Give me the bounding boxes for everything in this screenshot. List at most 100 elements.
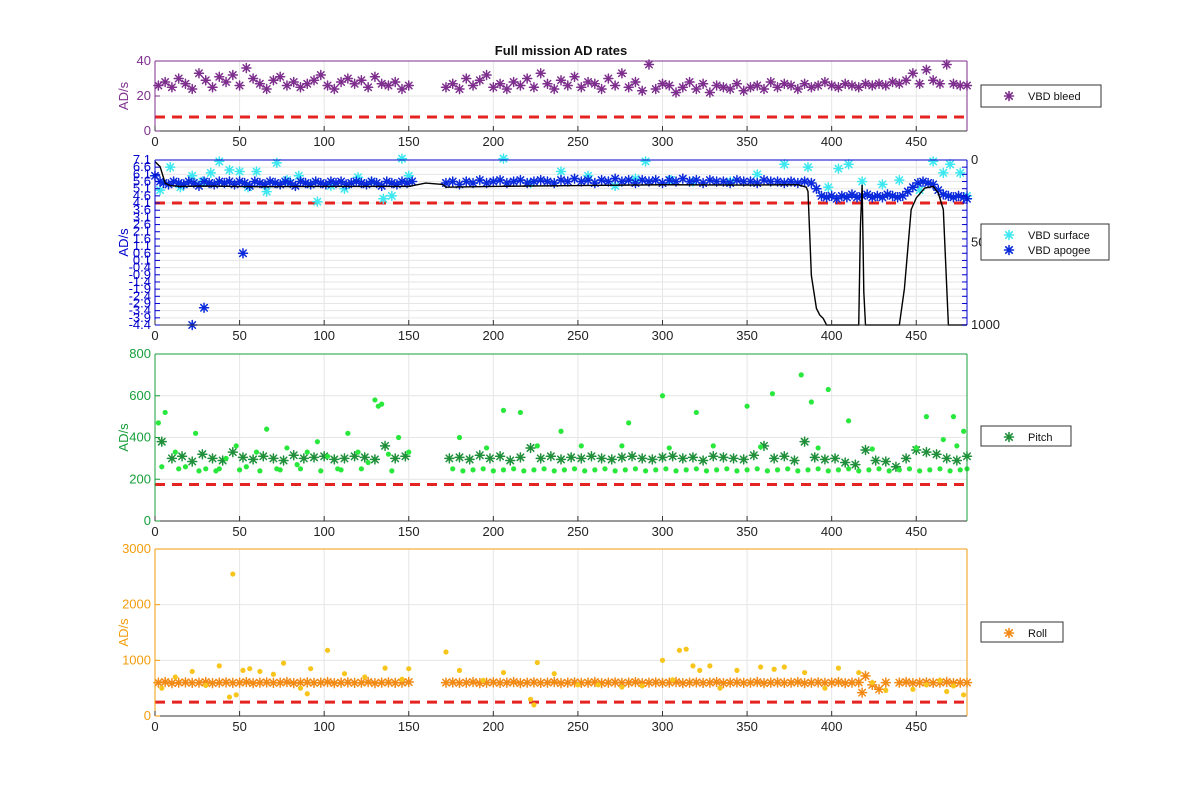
data-point (954, 677, 966, 688)
data-point (527, 696, 534, 702)
data-point (802, 161, 814, 173)
data-point (322, 80, 333, 91)
data-point (159, 464, 165, 470)
data-point (677, 173, 689, 184)
data-point (555, 75, 567, 86)
data-point (751, 177, 763, 189)
x-tick-label: 450 (905, 719, 927, 734)
data-point (494, 677, 506, 689)
x-tick-label: 50 (232, 328, 246, 343)
data-point (224, 164, 235, 176)
data-point (576, 453, 587, 464)
data-point (310, 176, 321, 187)
data-point (792, 177, 804, 189)
data-point (474, 677, 486, 689)
data-point (154, 176, 166, 187)
data-point (833, 82, 844, 93)
data-point (718, 452, 729, 463)
panel-vbd-axes: 0 50 100 150 200 250 300 350 400 450 7.16.66.15.65… (116, 152, 1000, 343)
data-point (636, 453, 648, 464)
data-point (873, 684, 885, 695)
data-point (534, 659, 540, 666)
data-point (454, 83, 465, 95)
data-point (268, 453, 279, 464)
data-point (198, 302, 210, 314)
data-point (155, 420, 161, 426)
data-point (189, 668, 195, 675)
data-point (693, 409, 699, 416)
data-point (158, 177, 169, 189)
data-point (616, 677, 628, 689)
data-point (173, 177, 184, 189)
data-point (900, 676, 912, 688)
data-point (833, 676, 844, 688)
data-point (815, 466, 821, 472)
figure-title: Full mission AD rates (495, 43, 627, 58)
data-point (823, 182, 834, 193)
data-point (467, 80, 479, 91)
data-point (846, 189, 858, 200)
y-tick-label: 1000 (122, 652, 151, 667)
data-point (691, 677, 702, 688)
data-point (853, 82, 864, 93)
data-point (481, 677, 492, 688)
data-point (643, 677, 655, 688)
data-point (724, 466, 730, 472)
data-point (562, 176, 574, 187)
data-point (264, 176, 276, 187)
data-point (907, 677, 919, 689)
data-point (335, 677, 347, 688)
data-point (562, 677, 574, 688)
data-point (389, 76, 401, 88)
panel-pitch-legend: Pitch (980, 425, 1072, 447)
data-point (443, 649, 449, 655)
data-point (642, 468, 649, 474)
data-point (799, 436, 810, 447)
data-point (896, 467, 902, 473)
x-tick-label: 100 (313, 328, 335, 343)
data-point (542, 677, 553, 688)
y-tick-label: -1.4 (129, 274, 151, 289)
data-point (521, 677, 533, 688)
data-point (751, 676, 763, 688)
data-point (779, 159, 790, 170)
data-point (356, 75, 367, 86)
data-point (542, 176, 553, 187)
data-point (239, 177, 250, 189)
data-point (779, 677, 790, 689)
data-point (866, 467, 872, 473)
series-vbd-2 (154, 161, 967, 326)
data-point (253, 449, 260, 455)
data-point (196, 468, 202, 474)
data-point (609, 80, 621, 91)
data-point (241, 62, 252, 74)
data-point (711, 80, 722, 91)
data-point (880, 80, 892, 91)
data-point (950, 683, 957, 689)
data-point (576, 176, 587, 187)
data-point (168, 176, 179, 187)
data-point (396, 176, 408, 187)
data-point (315, 69, 327, 81)
data-point (758, 677, 770, 689)
data-point (205, 167, 217, 179)
data-point (748, 449, 760, 461)
data-point (812, 677, 824, 688)
data-point (362, 674, 368, 680)
data-point (717, 685, 723, 691)
data-point (508, 176, 519, 187)
data-point (342, 677, 354, 688)
data-point (708, 451, 719, 462)
legend-marker (1003, 627, 1015, 639)
data-point (183, 176, 195, 187)
data-point (481, 177, 492, 189)
data-point (728, 453, 739, 464)
data-point (467, 177, 479, 189)
x-tick-label: 400 (821, 524, 843, 539)
data-point (606, 454, 617, 465)
data-point (461, 677, 472, 688)
panel-bleed: 0 50 100 150 200 250 300 350 400 450 0 20 40 AD/s VBD … (116, 53, 1102, 149)
data-point (809, 452, 820, 463)
data-point (385, 451, 392, 457)
